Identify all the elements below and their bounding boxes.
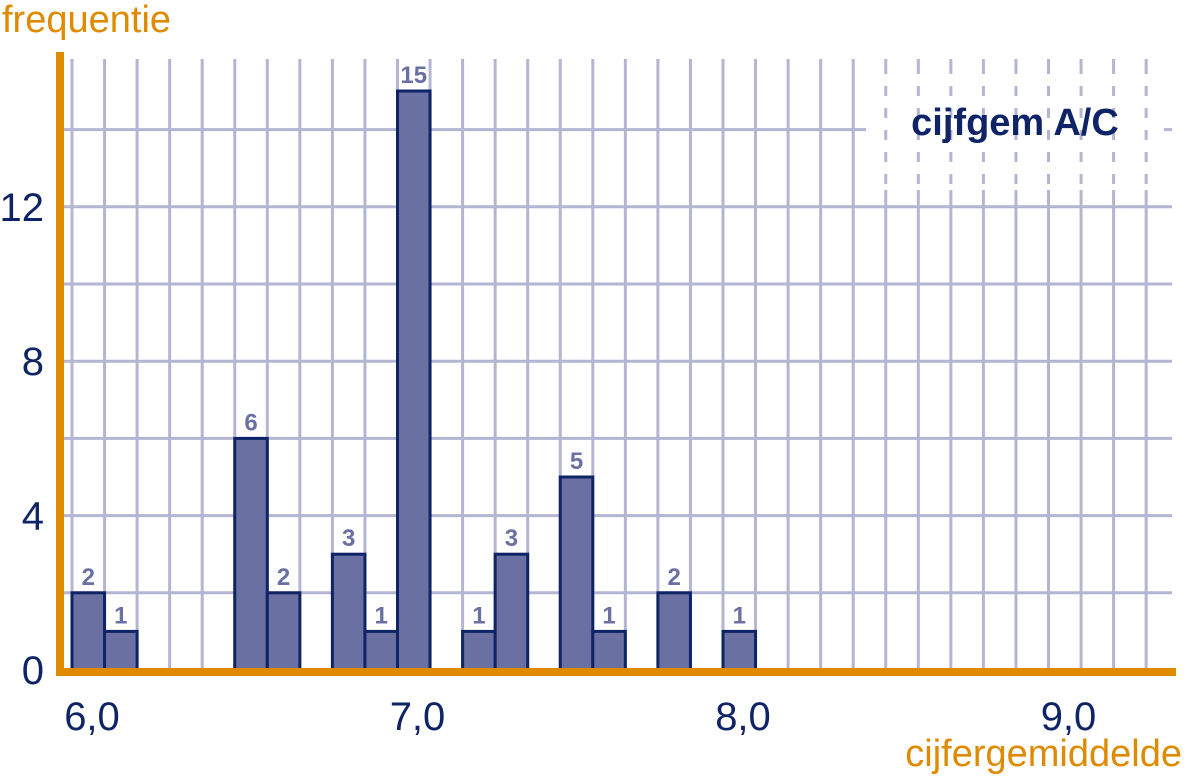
bar (493, 552, 530, 672)
bar-value-label: 1 (733, 602, 746, 629)
bar-value-label: 3 (342, 525, 355, 552)
y-tick-label: 0 (22, 649, 44, 693)
x-axis-title: cijfergemiddelde (905, 733, 1182, 775)
bar (558, 475, 595, 672)
bar (461, 629, 497, 672)
legend-background (866, 64, 1164, 190)
bar (233, 436, 269, 672)
y-tick-label: 12 (0, 186, 44, 230)
bar-value-label: 2 (667, 564, 680, 591)
y-tick-labels: 0 4 8 12 (0, 186, 44, 693)
bar (396, 89, 432, 672)
bar (721, 629, 758, 672)
bar-value-label: 2 (277, 564, 290, 591)
x-tick-labels: 6,0 7,0 8,0 9,0 (64, 695, 1096, 739)
x-tick-label: 6,0 (64, 695, 120, 739)
y-tick-label: 4 (22, 495, 44, 539)
bar-value-label: 1 (114, 602, 127, 629)
x-tick-label: 8,0 (715, 695, 771, 739)
x-tick-label: 7,0 (390, 695, 446, 739)
bar (591, 629, 627, 672)
y-axis-title: frequentie (2, 0, 171, 41)
bar-value-label: 3 (505, 525, 518, 552)
bar (363, 629, 400, 672)
bar (70, 591, 107, 672)
bar-value-label: 1 (602, 602, 615, 629)
bar-value-label: 5 (570, 448, 583, 475)
bar-value-label: 2 (82, 564, 95, 591)
bar-value-label: 15 (400, 62, 427, 89)
bar (330, 552, 367, 672)
bar (103, 629, 139, 672)
legend-label: cijfgem A/C (911, 102, 1119, 144)
bar-value-label: 6 (244, 409, 257, 436)
bars (70, 89, 758, 672)
y-tick-label: 8 (22, 340, 44, 384)
x-tick-label: 9,0 (1041, 695, 1097, 739)
bar (265, 591, 302, 672)
bar-value-label: 1 (375, 602, 388, 629)
bar-value-label: 1 (472, 602, 485, 629)
bar (656, 591, 692, 672)
horizontal-gridlines (60, 128, 1172, 595)
